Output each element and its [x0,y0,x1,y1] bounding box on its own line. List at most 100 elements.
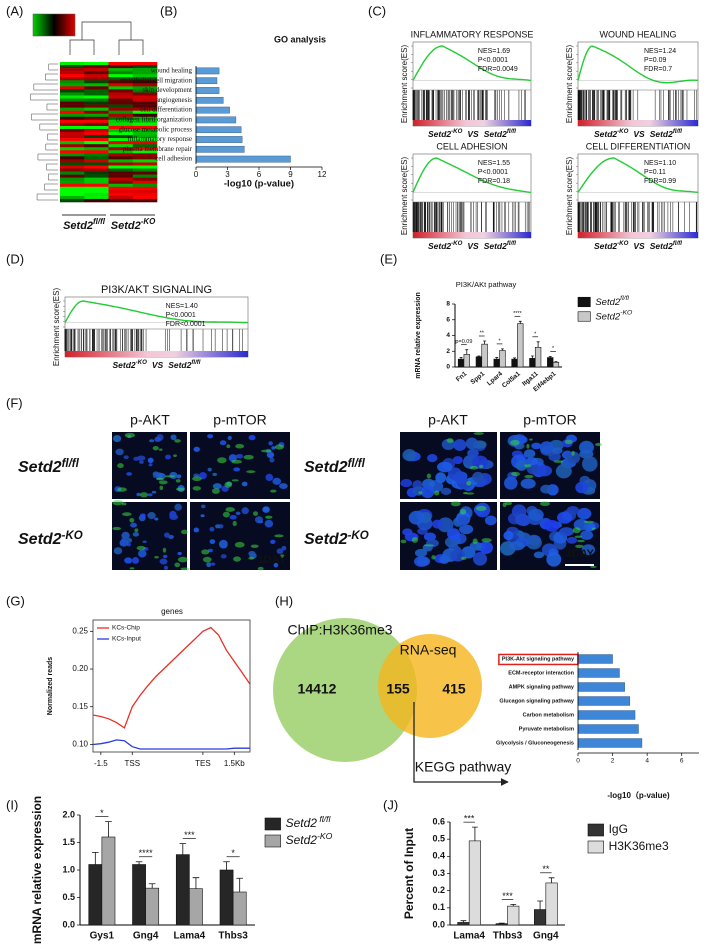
heatmap-cell [84,180,109,185]
bar [475,356,483,368]
nucleus [515,460,528,471]
nucleus [201,504,206,509]
heatmap-cell [60,180,85,185]
heatmap-cell [84,153,109,157]
gsea-comparison-part: -KO [451,240,462,247]
y-tick-label: 1.5 [62,837,75,847]
line-series [92,739,250,750]
nucleus [147,493,153,497]
heatmap-cell [60,74,85,78]
x-tick-label: 0 [194,170,199,179]
group-label-part: Setd2 [63,220,93,232]
nucleus [528,508,544,522]
venn-count: 155 [386,681,410,697]
group-label: Setd2-KO [111,217,156,232]
nucleus [148,463,153,467]
stain [572,527,581,534]
stain [175,487,185,491]
stain [504,501,513,506]
stain [591,527,596,530]
gsea-title: WOUND HEALING [599,29,676,39]
heatmap-cell [60,165,85,169]
nucleus [567,451,581,464]
gsea-comparison: Setd2-KO VS Setd2fl/fl [428,128,516,140]
stain [465,492,475,495]
error-bar [554,361,558,363]
heatmap-cell [60,98,85,102]
dendrogram-left [45,143,58,151]
x-axis-label: -log10 (p-value) [224,179,294,190]
bar [195,106,230,114]
bar [552,361,560,368]
stain [463,492,468,495]
heatmap-cell [108,180,134,185]
nucleus [212,483,222,490]
y-tick-label: 1.0 [62,864,75,874]
y-tick-label: PI3K-Akt signaling pathway [502,656,575,662]
heatmap-cell [60,147,85,151]
heatmap-cell [108,183,134,188]
heatmap-cell [60,62,85,66]
stain [164,475,176,478]
nucleus [136,492,141,497]
y-axis-label: Percent of Input [402,828,416,919]
dendrogram-left [45,73,58,81]
gsea-comparison-part: -KO [136,359,147,366]
stain [117,463,124,469]
y-tick-label: 0.4 [432,851,445,861]
nucleus [576,507,592,520]
stain [232,520,237,527]
heatmap-cell [84,135,109,139]
heatmap-cell [60,150,85,154]
stain [577,539,585,543]
heatmap-cell [60,141,85,145]
heatmap-cell [132,135,158,139]
nucleus [174,503,182,511]
legend-label-part: fl/fl [317,814,332,824]
stain [472,538,478,544]
heatmap-cell [108,104,134,108]
nucleus [432,519,443,529]
nucleus [531,442,542,450]
heatmap-cell [84,74,109,78]
stain [234,541,245,548]
legend-label-part: -KO [620,309,633,316]
stain [590,565,597,568]
error-bar [192,877,200,889]
es-curve [577,157,699,194]
y-tick-label: 0.2 [432,885,445,895]
nucleus [276,548,284,555]
stain [112,526,121,531]
stain [479,464,484,469]
nucleus [504,476,518,490]
stain [174,439,181,443]
bar [577,710,636,720]
nucleus [218,539,228,549]
heatmap-cell [60,125,85,130]
panel-label: (B) [160,3,177,18]
heatmap-cell [108,186,134,191]
heatmap-cell [132,162,158,166]
heatmap-cell [132,171,158,175]
nucleus [465,437,479,450]
y-tick-label: plasma membrane repair [123,145,193,153]
y-axis-label: Enrichment score(ES) [400,45,409,124]
heatmap-cell [108,92,134,96]
heatmap-cell [132,153,158,157]
heatmap-cell [132,150,158,154]
row-label-part: Setd2 [304,459,348,476]
bar [195,67,220,75]
heatmap-cell [108,62,134,66]
heatmap-cell [108,77,134,81]
heatmap-cell [84,80,109,84]
gsea-stat: FDR=0.7 [644,66,672,73]
nucleus [437,517,454,533]
y-tick-label: 0.20 [72,664,88,673]
nucleus [509,541,525,551]
nucleus [472,455,488,469]
nucleus [139,460,144,464]
legend-label-part: IgG [609,822,628,836]
heatmap-cell [108,135,134,139]
stain [202,556,212,563]
gsea-stat: P=0.09 [644,57,666,64]
